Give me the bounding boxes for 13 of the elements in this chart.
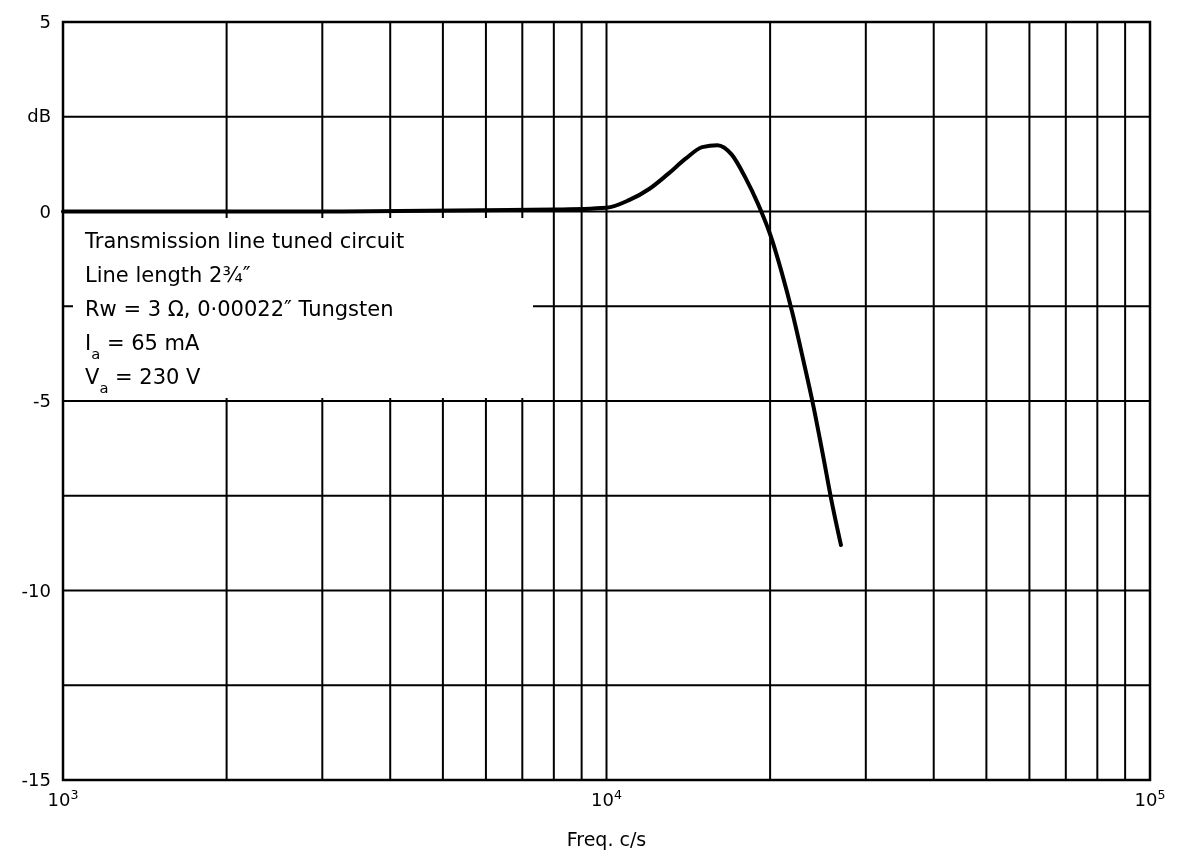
annotation: V$_{a}$ = 230 V: [85, 365, 202, 396]
x-tick-label: 10$^{5}$: [1134, 786, 1166, 810]
x-tick-label: 10$^{4}$: [591, 786, 622, 810]
y-tick-label: 5: [39, 11, 51, 32]
x-axis-title: Freq. c/s: [566, 828, 647, 850]
y-tick-label: 0: [39, 200, 51, 222]
y-tick-label: -5: [33, 390, 51, 411]
annotation: Rw = 3 Ω, 0·00022″ Tungsten: [85, 297, 394, 321]
annotation: Line length 2¾″: [85, 263, 251, 287]
annotation: Transmission line tuned circuit: [84, 229, 405, 253]
y-axis-title: dB: [27, 105, 51, 126]
annotation: I$_{a}$ = 65 mA: [85, 331, 201, 362]
y-tick-label: -10: [21, 579, 51, 601]
